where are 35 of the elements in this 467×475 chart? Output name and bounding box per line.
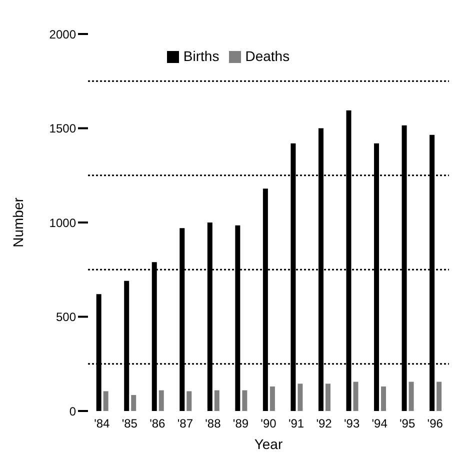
bar bbox=[270, 386, 275, 411]
legend-label: Deaths bbox=[245, 48, 290, 64]
x-tick-label: '95 bbox=[400, 416, 416, 431]
legend-label: Births bbox=[183, 48, 220, 64]
y-tick-label: 500 bbox=[56, 310, 76, 324]
y-tick-label: 0 bbox=[69, 404, 76, 418]
bar bbox=[353, 382, 358, 411]
x-tick-label: '94 bbox=[372, 416, 388, 431]
x-tick-label: '87 bbox=[177, 416, 194, 431]
bar bbox=[158, 390, 164, 411]
bar bbox=[381, 386, 386, 411]
x-tick-label: '91 bbox=[288, 416, 304, 431]
x-axis-title: Year bbox=[254, 436, 283, 452]
bar bbox=[325, 384, 330, 411]
x-tick-label: '90 bbox=[260, 416, 277, 431]
bar bbox=[103, 391, 108, 411]
bar bbox=[186, 391, 192, 411]
x-tick-label: '92 bbox=[316, 416, 332, 431]
y-tick-label: 1000 bbox=[49, 216, 76, 230]
x-tick-label: '85 bbox=[122, 416, 138, 431]
x-tick-label: '89 bbox=[232, 416, 249, 431]
bar bbox=[408, 382, 414, 411]
y-axis-title: Number bbox=[10, 197, 26, 248]
x-tick-label: '86 bbox=[150, 416, 166, 431]
x-tick-label: '96 bbox=[427, 416, 444, 431]
bar bbox=[436, 382, 442, 411]
x-tick-label: '88 bbox=[205, 416, 222, 431]
y-tick-label: 2000 bbox=[49, 27, 76, 42]
x-tick-label: '93 bbox=[344, 416, 360, 431]
y-tick-label: 1500 bbox=[49, 122, 76, 136]
bar bbox=[131, 394, 136, 411]
bar bbox=[242, 390, 248, 411]
bar bbox=[298, 384, 303, 411]
bar bbox=[214, 390, 220, 411]
x-tick-label: '84 bbox=[94, 416, 110, 431]
